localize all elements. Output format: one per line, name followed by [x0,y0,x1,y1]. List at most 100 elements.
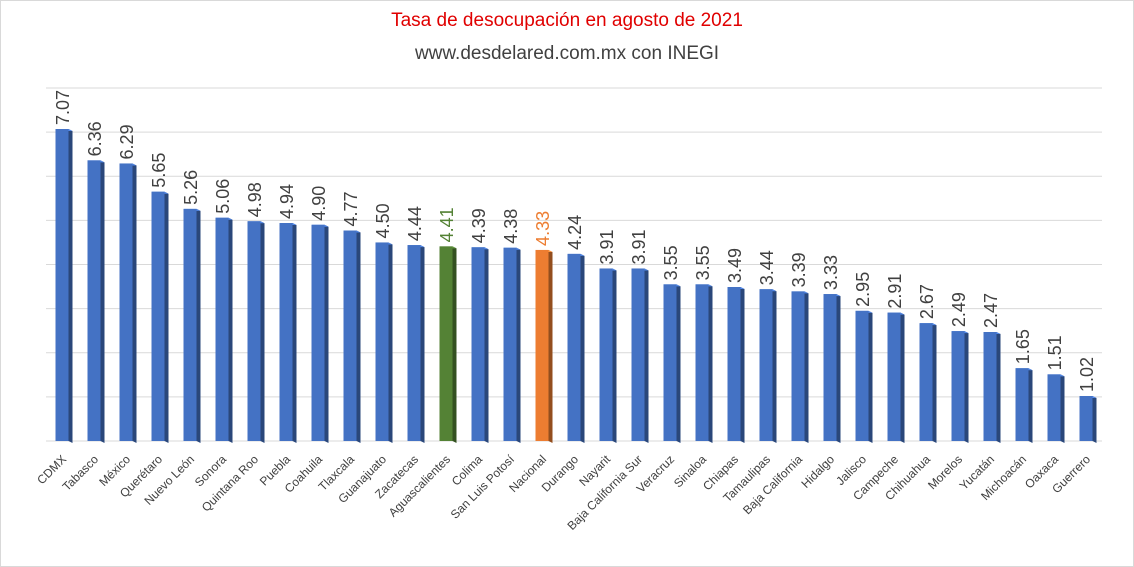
data-label: 4.33 [533,211,553,246]
bar-side-face [996,332,1001,443]
data-label: 6.36 [85,121,105,156]
bar-side-face [100,160,105,444]
data-label: 5.26 [181,170,201,205]
data-label: 4.38 [501,209,521,244]
data-label: 2.67 [917,284,937,319]
data-label: 3.91 [597,229,617,264]
bar-side-face [964,331,969,443]
data-label: 2.95 [853,272,873,307]
bar-side-face [68,129,73,443]
data-label: 4.90 [309,186,329,221]
bar [823,294,837,441]
bar-side-face [644,268,649,443]
bar [887,312,901,441]
bar [791,291,805,441]
bar-side-face [324,224,329,443]
bar [567,253,581,441]
bar [439,246,453,441]
bar [855,310,869,441]
bar [343,230,357,441]
bar [983,332,997,441]
bar-side-face [708,284,713,443]
data-label: 3.33 [821,255,841,290]
bar [535,249,549,441]
data-label: 6.29 [117,124,137,159]
bar [1047,374,1061,441]
bar-side-face [420,245,425,443]
bar [247,221,261,441]
bar [503,247,517,441]
bar-side-face [1092,395,1097,443]
data-label: 4.44 [405,206,425,241]
bar-side-face [292,223,297,443]
bar-side-face [900,312,905,443]
data-label: 7.07 [53,90,73,125]
bar [151,191,165,441]
bar-side-face [676,284,681,443]
data-label: 4.41 [437,207,457,242]
data-label: 5.06 [213,179,233,214]
bar-side-face [932,323,937,443]
data-label: 1.02 [1077,357,1097,392]
data-label: 4.50 [373,203,393,238]
bar-side-face [804,291,809,443]
bar-side-face [1060,374,1065,443]
x-tick-label: Tabasco [60,452,102,494]
bar-side-face [164,191,169,443]
bar-side-face [132,163,137,444]
bar [471,247,485,441]
bar-side-face [516,247,521,443]
data-label: 4.94 [277,184,297,219]
data-label: 3.39 [789,252,809,287]
bar-side-face [580,253,585,443]
bar-side-face [356,230,361,443]
bar-side-face [484,247,489,443]
bar [55,129,69,441]
bar [1015,368,1029,441]
bar-side-face [612,268,617,443]
bar [631,268,645,441]
bar [759,289,773,441]
bar [1079,395,1093,441]
bar-side-face [452,246,457,443]
bar [87,160,101,442]
bar [599,268,613,441]
bar-side-face [260,221,265,443]
data-label: 3.55 [693,245,713,280]
bar [407,245,421,441]
x-tick-label: Quintana Roo [199,452,261,514]
data-label: 4.24 [565,215,585,250]
data-label: 4.98 [245,182,265,217]
bar [279,223,293,441]
bar-side-face [868,310,873,443]
bar-side-face [196,208,201,443]
bar [183,208,197,441]
bar-side-face [772,289,777,443]
data-label: 3.91 [629,229,649,264]
bar [375,242,389,441]
bar-side-face [836,294,841,443]
data-label: 1.51 [1045,335,1065,370]
bar [695,284,709,441]
bar-side-face [740,287,745,443]
data-label: 3.55 [661,245,681,280]
bar [951,331,965,441]
data-label: 2.47 [981,293,1001,328]
bar [727,287,741,441]
bar-side-face [1028,368,1033,443]
bar [311,224,325,441]
bar-side-face [388,242,393,443]
data-label: 4.77 [341,191,361,226]
bar-side-face [548,249,553,443]
chart-subtitle: www.desdelared.com.mx con INEGI [414,43,720,64]
data-label: 5.65 [149,153,169,188]
data-label: 1.65 [1013,329,1033,364]
chart-title: Tasa de desocupación en agosto de 2021 [391,10,743,31]
x-tick-label: Hidalgo [798,452,837,491]
data-label: 2.49 [949,292,969,327]
data-label: 4.39 [469,208,489,243]
data-label: 3.49 [725,248,745,283]
bar-side-face [228,217,233,443]
bar [119,163,133,442]
